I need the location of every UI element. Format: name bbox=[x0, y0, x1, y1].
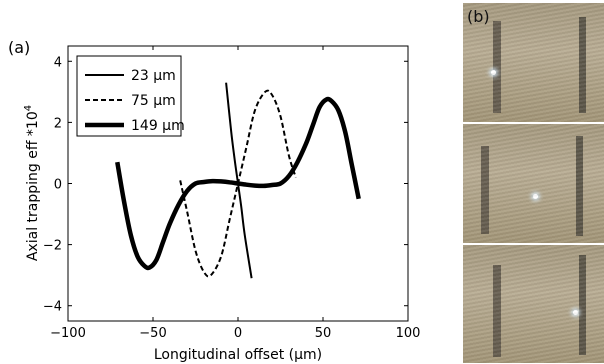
x-axis-label: Longitudinal offset (μm) bbox=[154, 347, 322, 363]
panel-label-a: (a) bbox=[8, 38, 31, 57]
photo-divider bbox=[463, 243, 604, 245]
trapped-particle bbox=[491, 70, 496, 75]
x-tick-label: 50 bbox=[315, 326, 332, 341]
y-tick-label: 2 bbox=[54, 116, 62, 131]
y-tick-label: −2 bbox=[43, 239, 62, 254]
y-tick-label: 0 bbox=[54, 178, 62, 193]
x-tick-label: −100 bbox=[50, 326, 86, 341]
photo-frame-3 bbox=[463, 245, 604, 363]
legend: 23 μm 75 μm 149 μm bbox=[76, 55, 185, 137]
photo-frame-1 bbox=[463, 3, 604, 122]
x-tick-label: 0 bbox=[234, 326, 242, 341]
right-electrode-stripe bbox=[576, 136, 583, 236]
right-electrode-stripe bbox=[579, 17, 586, 113]
legend-entry: 149 μm bbox=[131, 118, 185, 134]
y-tick-label: −4 bbox=[43, 300, 62, 315]
left-electrode-stripe bbox=[481, 146, 489, 234]
series-line-3 bbox=[115, 96, 361, 271]
left-electrode-stripe bbox=[493, 265, 501, 357]
x-tick-label: 100 bbox=[396, 326, 421, 341]
photo-divider bbox=[463, 122, 604, 124]
legend-entry: 23 μm bbox=[131, 68, 176, 84]
trapped-particle bbox=[573, 310, 578, 315]
x-tick-label: −50 bbox=[139, 326, 166, 341]
photo-frame-2 bbox=[463, 124, 604, 243]
microscope-photo-sequence: (b) bbox=[463, 3, 604, 363]
y-axis-label: Axial trapping eff *104 bbox=[23, 105, 41, 261]
panel-label-b: (b) bbox=[467, 7, 490, 26]
legend-box bbox=[76, 55, 182, 137]
y-tick-label: 4 bbox=[54, 55, 62, 70]
left-electrode-stripe bbox=[493, 21, 501, 113]
trapped-particle bbox=[533, 194, 538, 199]
trapping-efficiency-chart: −100 −50 0 50 100 −4 −2 0 2 4 23 μm 75 μm 149 μm Lo… bbox=[23, 45, 421, 363]
legend-entry: 75 μm bbox=[131, 93, 176, 109]
right-electrode-stripe bbox=[579, 255, 586, 355]
